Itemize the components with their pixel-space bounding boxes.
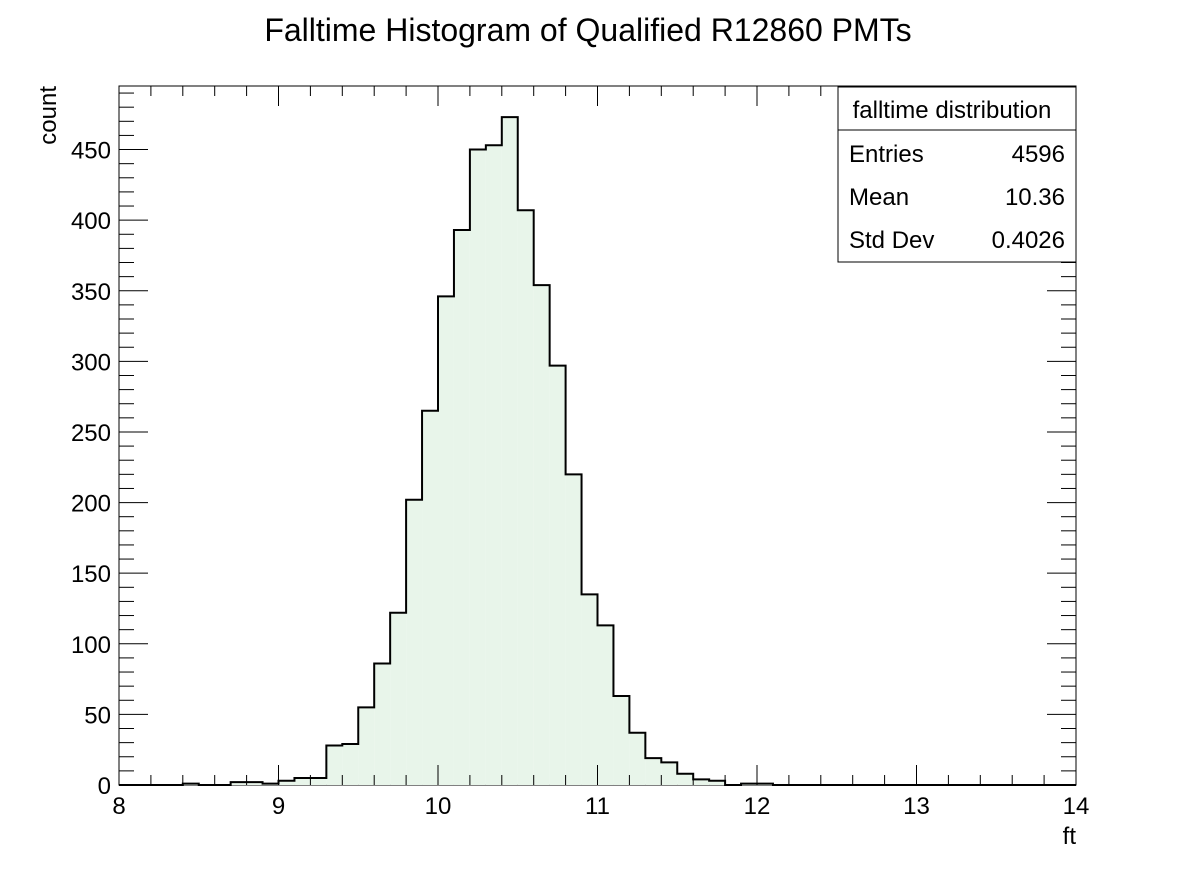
histogram-bar (342, 744, 359, 785)
x-tick-label: 8 (112, 793, 125, 820)
chart-title: Falltime Histogram of Qualified R12860 P… (264, 12, 911, 48)
histogram-outline (119, 116, 1076, 786)
histogram-bar (278, 780, 295, 785)
histogram-bar (661, 762, 678, 785)
histogram-bar (645, 758, 662, 785)
histogram-bar (533, 285, 550, 785)
histogram-bar (485, 145, 502, 786)
y-axis-title: count (35, 86, 62, 145)
y-tick-label: 300 (71, 349, 111, 376)
histogram-bar (294, 777, 311, 785)
histogram-bar (693, 779, 710, 785)
x-axis-title: ft (1063, 823, 1077, 850)
histogram-bar (326, 745, 343, 785)
x-tick-label: 13 (903, 793, 930, 820)
y-tick-label: 200 (71, 491, 111, 518)
stats-entries-value: 4596 (1012, 141, 1065, 168)
histogram-bar (581, 594, 598, 785)
y-tick-label: 400 (71, 208, 111, 235)
histogram-bar (629, 732, 646, 785)
stats-box-name: falltime distribution (853, 97, 1052, 124)
y-tick-label: 50 (84, 702, 111, 729)
histogram-bar (453, 230, 470, 785)
y-tick-label: 250 (71, 420, 111, 447)
histogram-bar (709, 780, 726, 785)
histogram-bar (613, 696, 630, 785)
y-tick-label: 100 (71, 632, 111, 659)
histogram-bar (469, 149, 486, 785)
y-tick-labels: 0 50 100 150 200 250 300 350 400 450 (71, 138, 111, 800)
histogram-bar (246, 782, 263, 785)
histogram-bar (549, 365, 566, 785)
stats-mean-label: Mean (849, 184, 909, 211)
histogram-bar (438, 296, 454, 785)
stats-box-frame (837, 86, 1077, 263)
histogram-bar (390, 612, 407, 785)
stats-box: falltime distribution Entries 4596 Mean … (837, 86, 1077, 263)
x-tick-label: 9 (272, 793, 285, 820)
x-tick-label: 12 (744, 793, 771, 820)
histogram-bar (310, 777, 327, 785)
histogram-bar (358, 707, 375, 785)
stats-stddev-label: Std Dev (849, 227, 934, 254)
y-tick-label: 450 (71, 138, 111, 165)
histogram-bar (597, 625, 614, 785)
stats-stddev-value: 0.4026 (992, 227, 1065, 254)
histogram-bar (565, 474, 582, 785)
histogram-bar (677, 773, 694, 785)
histogram-bar (374, 663, 391, 785)
x-tick-label: 14 (1063, 793, 1090, 820)
x-tick-labels: 8 9 10 11 12 13 14 (112, 793, 1089, 820)
y-tick-label: 150 (71, 561, 111, 588)
histogram-bar (422, 410, 438, 785)
stats-mean-value: 10.36 (1005, 184, 1065, 211)
x-tick-label: 11 (585, 793, 610, 820)
histogram-bar (517, 210, 534, 785)
y-tick-label: 0 (98, 773, 111, 800)
x-tick-label: 10 (425, 793, 452, 820)
y-tick-label: 350 (71, 279, 111, 306)
stats-entries-label: Entries (849, 141, 924, 168)
histogram-bar (230, 782, 247, 785)
histogram-bar (406, 499, 423, 785)
histogram-bars (182, 117, 773, 786)
histogram-bar (501, 117, 518, 786)
